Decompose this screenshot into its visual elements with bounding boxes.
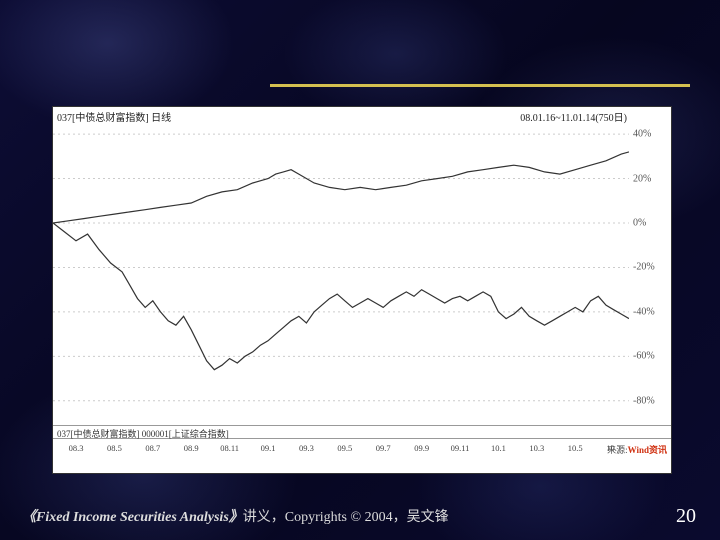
x-tick-label: 10.3: [529, 443, 544, 453]
x-tick-label: 08.3: [69, 443, 84, 453]
chart-plot-area: [53, 123, 629, 423]
chart-container: 037[中债总财富指数] 日线 08.01.16~11.01.14(750日) …: [52, 106, 672, 474]
chart-header: 037[中债总财富指数] 日线 08.01.16~11.01.14(750日): [53, 107, 671, 123]
x-tick-label: 08.7: [145, 443, 160, 453]
y-tick-label: 20%: [633, 173, 651, 184]
chart-source: 来源:Wind资讯: [607, 443, 667, 456]
chart-date-range: 08.01.16~11.01.14(750日): [520, 109, 627, 124]
y-tick-label: -40%: [633, 306, 655, 317]
page-number: 20: [676, 505, 696, 528]
x-tick-label: 10.1: [491, 443, 506, 453]
x-tick-label: 09.1: [261, 443, 276, 453]
chart-legend-row: 037[中债总财富指数] 000001[上证综合指数]: [53, 425, 671, 439]
x-tick-label: 08.9: [184, 443, 199, 453]
x-tick-label: 09.11: [451, 443, 470, 453]
x-tick-label: 08.5: [107, 443, 122, 453]
x-tick-label: 09.7: [376, 443, 391, 453]
x-axis-labels: 08.3 08.5 08.7 08.9 08.11 09.1 09.3 09.5 09.7 09.…: [53, 443, 629, 457]
title-underline: [270, 84, 690, 87]
y-tick-label: -80%: [633, 395, 655, 406]
x-tick-label: 09.3: [299, 443, 314, 453]
chart-legend-text: 037[中债总财富指数] 000001[上证综合指数]: [57, 427, 229, 440]
y-axis-labels: 40% 20% 0% -20% -40% -60% -80%: [631, 123, 671, 423]
footer-title: 《Fixed Income Securities Analysis》: [22, 510, 243, 525]
x-tick-label: 08.11: [220, 443, 239, 453]
x-tick-label: 09.5: [337, 443, 352, 453]
source-name: Wind资讯: [628, 445, 667, 455]
chart-blank-area: [53, 457, 671, 473]
footer-rest: 讲义，Copyrights © 2004，吴文锋: [243, 510, 449, 525]
y-tick-label: 0%: [633, 218, 646, 229]
source-label: 来源:: [607, 445, 628, 455]
chart-title-left: 037[中债总财富指数] 日线: [57, 109, 171, 124]
x-tick-label: 09.9: [414, 443, 429, 453]
x-tick-label: 10.5: [568, 443, 583, 453]
y-tick-label: -20%: [633, 262, 655, 273]
slide-footer: 《Fixed Income Securities Analysis》讲义，Cop…: [22, 506, 449, 526]
y-tick-label: -60%: [633, 351, 655, 362]
chart-svg: [53, 123, 629, 423]
y-tick-label: 40%: [633, 129, 651, 140]
